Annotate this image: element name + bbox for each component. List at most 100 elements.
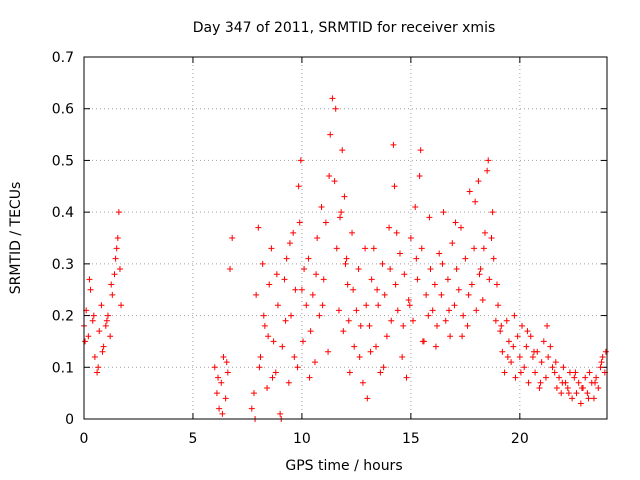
data-point [486, 276, 493, 283]
grid-lines [84, 57, 607, 419]
data-point [115, 209, 122, 216]
data-point [566, 369, 573, 376]
data-point [273, 271, 280, 278]
data-point [503, 317, 510, 324]
data-point [530, 348, 537, 355]
data-point [260, 312, 267, 319]
data-point [307, 328, 314, 335]
data-point [413, 255, 420, 262]
data-point [466, 188, 473, 195]
data-point [108, 281, 115, 288]
data-point [103, 317, 110, 324]
data-point [400, 322, 407, 329]
data-point [343, 255, 350, 262]
data-point [111, 271, 118, 278]
data-point [396, 250, 403, 257]
data-point [377, 369, 384, 376]
data-point [394, 307, 401, 314]
data-point [341, 193, 348, 200]
x-tick-label: 10 [293, 431, 311, 447]
data-point [495, 302, 502, 309]
data-point [290, 229, 297, 236]
data-point [517, 369, 524, 376]
data-point [475, 178, 482, 185]
data-point [229, 235, 236, 241]
data-point [109, 291, 116, 298]
data-point [268, 245, 275, 252]
data-points [81, 95, 609, 422]
y-tick-labels: 0 0.1 0.2 0.3 0.4 0.5 0.6 0.7 [52, 50, 74, 428]
data-point [303, 302, 310, 309]
data-point [350, 286, 357, 293]
data-point [439, 260, 446, 267]
data-point [485, 157, 492, 164]
x-tick-labels: 0 5 10 15 20 [80, 431, 529, 447]
data-point [590, 395, 597, 402]
data-point [264, 384, 271, 391]
data-point [417, 147, 424, 154]
data-point [219, 410, 226, 417]
x-tick-label: 0 [80, 431, 89, 447]
data-point [100, 343, 107, 350]
data-point [414, 276, 421, 283]
data-point [325, 348, 332, 355]
data-point [575, 379, 582, 386]
data-point [99, 348, 106, 355]
data-point [220, 353, 227, 360]
data-point [597, 364, 604, 371]
data-point [431, 281, 438, 288]
data-point [599, 353, 606, 360]
data-point [305, 255, 312, 262]
data-point [292, 286, 299, 293]
axis-ticks [83, 56, 607, 420]
data-point [296, 219, 303, 226]
data-point [585, 395, 592, 402]
data-point [399, 353, 406, 360]
data-point [497, 328, 504, 335]
data-point [527, 333, 534, 340]
data-point [453, 266, 460, 273]
data-point [493, 281, 500, 288]
data-point [285, 379, 292, 386]
data-point [318, 203, 325, 210]
data-point [211, 364, 218, 371]
data-point [342, 260, 349, 267]
data-point [512, 374, 519, 381]
data-point [489, 209, 496, 216]
data-point [455, 286, 462, 293]
data-point [595, 384, 602, 391]
data-point [556, 374, 563, 381]
data-point [519, 322, 526, 329]
data-point [559, 379, 566, 386]
data-point [332, 105, 339, 112]
data-point [340, 328, 347, 335]
data-point [281, 276, 288, 283]
data-point [386, 224, 393, 231]
data-point [272, 369, 279, 376]
data-point [440, 209, 447, 216]
data-point [578, 384, 585, 391]
data-point [333, 245, 340, 252]
data-point [584, 390, 591, 397]
data-point [573, 390, 580, 397]
data-point [116, 266, 123, 273]
data-point [94, 369, 101, 376]
data-point [551, 369, 558, 376]
data-point [514, 333, 521, 340]
data-point [90, 312, 97, 319]
data-point [351, 343, 358, 350]
data-point [346, 369, 353, 376]
data-point [479, 297, 486, 304]
data-point [564, 384, 571, 391]
data-point [213, 390, 220, 397]
data-point [476, 271, 483, 278]
data-point [368, 276, 375, 283]
data-point [112, 255, 119, 262]
data-point [511, 312, 518, 319]
data-point [114, 235, 121, 241]
y-tick-label: 0.7 [52, 50, 74, 66]
data-point [545, 353, 552, 360]
data-point [462, 255, 469, 262]
data-point [460, 312, 467, 319]
